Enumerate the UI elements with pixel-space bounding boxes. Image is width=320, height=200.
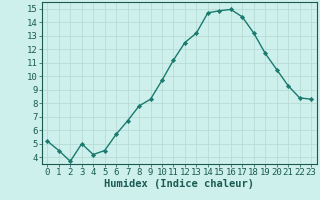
X-axis label: Humidex (Indice chaleur): Humidex (Indice chaleur)	[104, 179, 254, 189]
